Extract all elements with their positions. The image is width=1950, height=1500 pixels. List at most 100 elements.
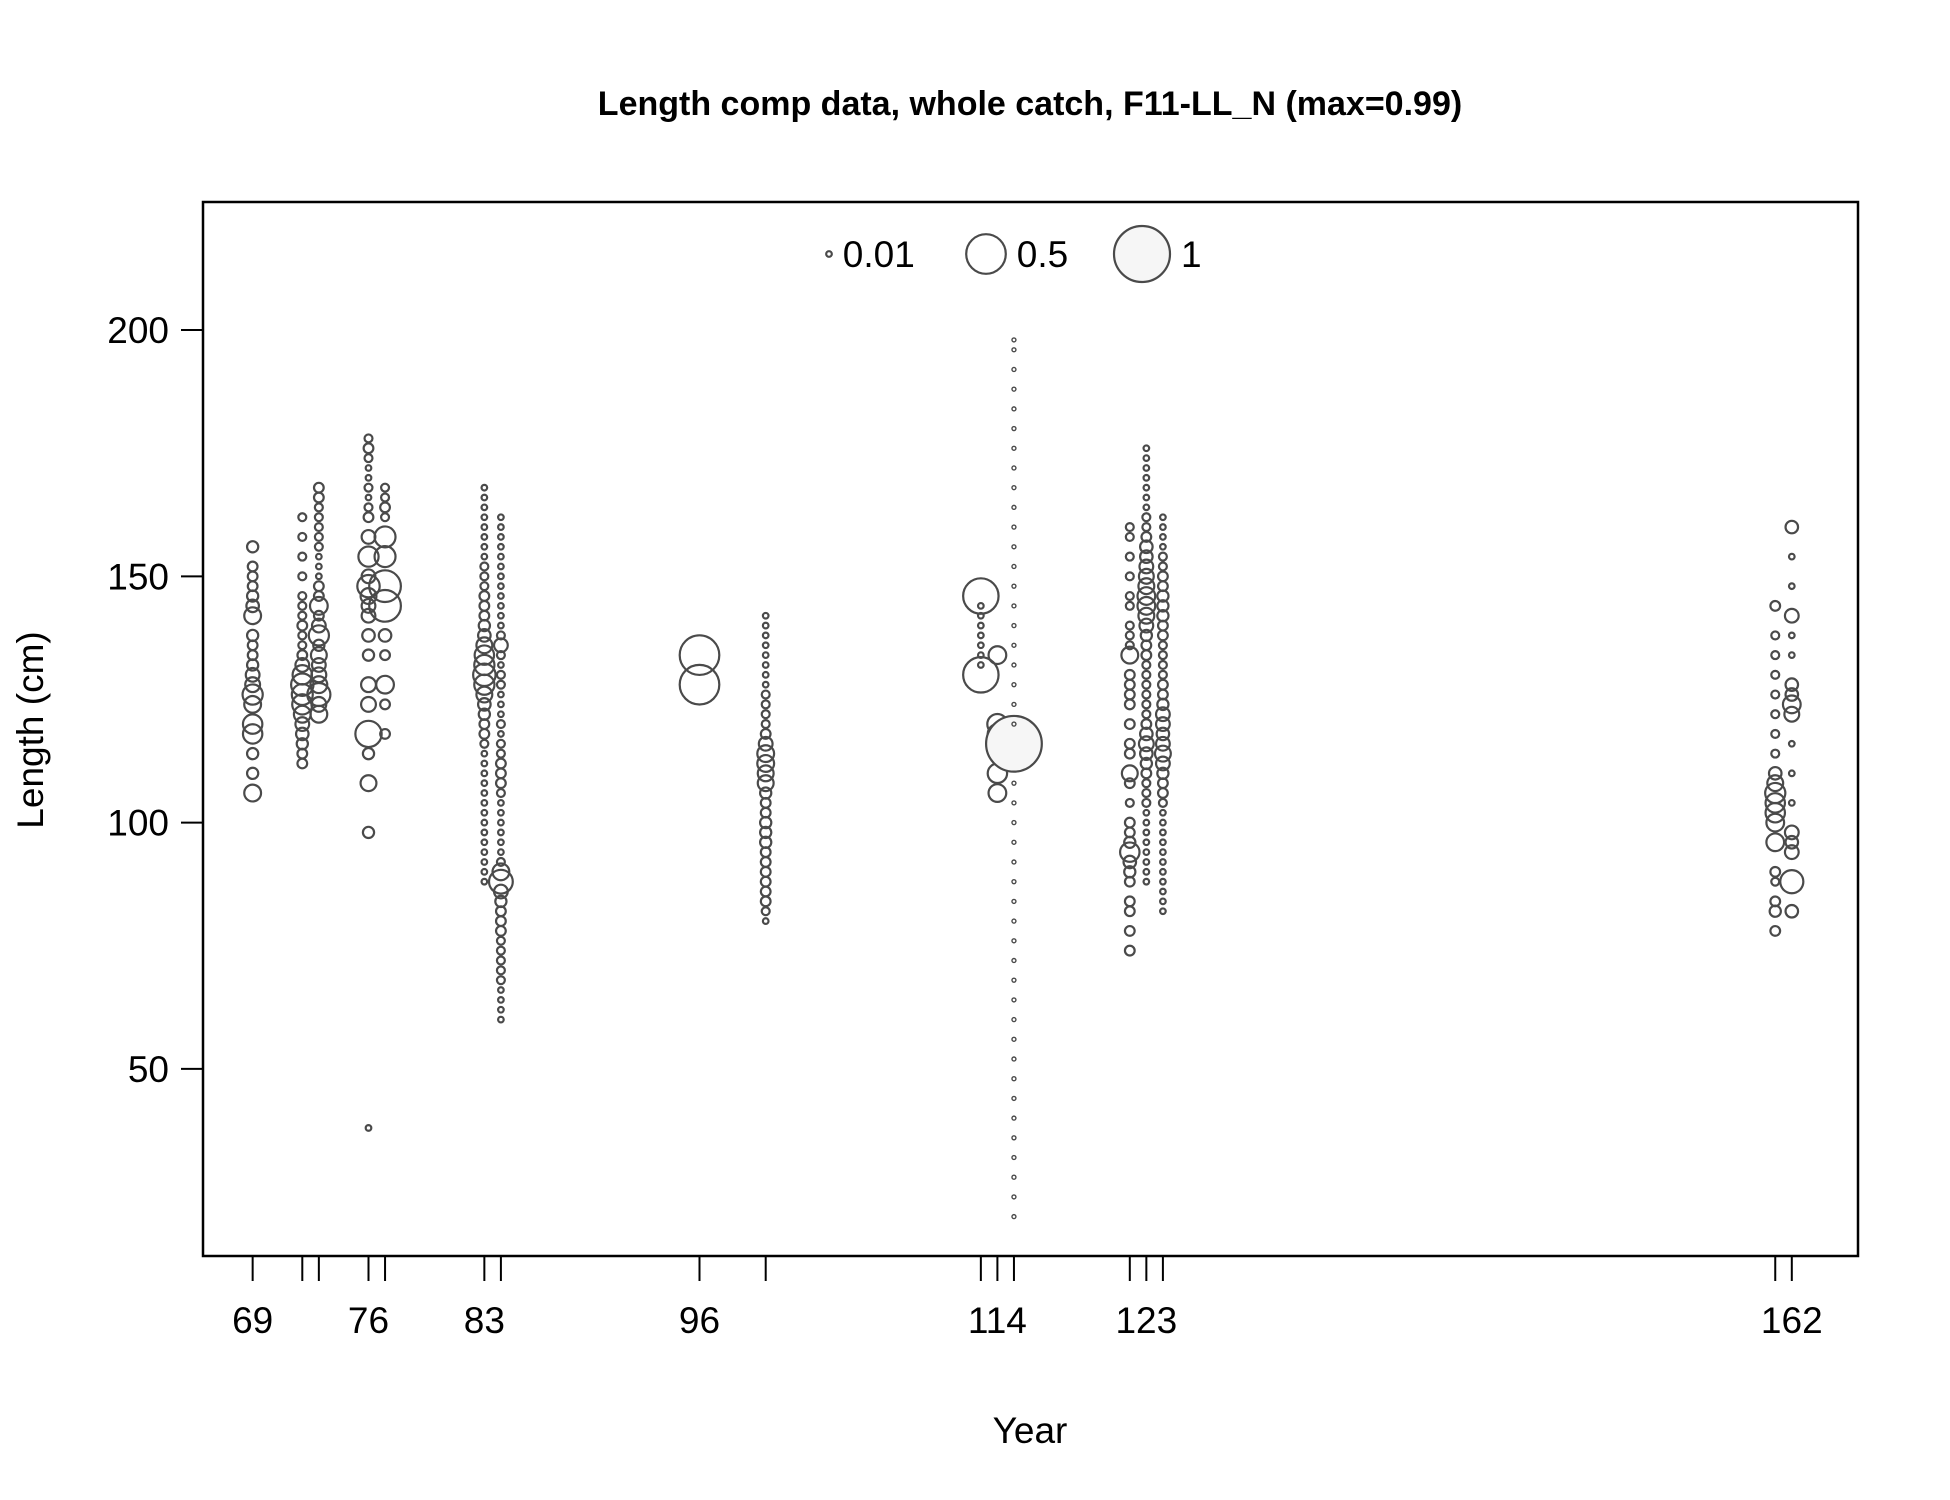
bubble	[1787, 631, 1796, 640]
bubble	[761, 680, 770, 689]
bubble	[312, 481, 325, 494]
bubble	[1011, 1056, 1017, 1062]
bubble	[1783, 607, 1800, 624]
bubble	[1142, 493, 1151, 502]
bubble	[1783, 705, 1801, 723]
bubble	[241, 713, 264, 735]
bubble	[361, 648, 376, 662]
bubble	[297, 551, 308, 562]
bubble	[497, 562, 505, 571]
bubble	[1141, 659, 1152, 671]
bubble	[480, 759, 489, 768]
bubble	[1011, 701, 1017, 708]
bubble	[761, 670, 770, 679]
bubble	[1142, 858, 1151, 866]
bubble	[1011, 1194, 1017, 1200]
bubble	[1137, 567, 1155, 585]
bubble	[494, 767, 507, 780]
bubble	[495, 679, 506, 690]
bubble	[1011, 366, 1017, 373]
bubble	[1011, 524, 1017, 530]
bubble	[1787, 582, 1796, 591]
bubble	[1124, 571, 1135, 582]
bubble	[1011, 1036, 1017, 1042]
bubble	[1142, 818, 1151, 827]
x-tick-label: 162	[1761, 1300, 1823, 1341]
bubble	[1123, 865, 1137, 879]
bubble	[1142, 838, 1151, 847]
bubble	[976, 651, 985, 660]
legend-label: 0.01	[843, 234, 915, 275]
bubble	[1142, 483, 1151, 492]
bubble	[759, 875, 772, 888]
bubble	[360, 597, 377, 614]
bubble	[357, 545, 380, 568]
bubble	[1011, 583, 1017, 589]
bubble	[1141, 512, 1152, 523]
bubble	[1124, 551, 1135, 562]
bubble	[359, 676, 378, 694]
bubble	[1158, 828, 1167, 837]
bubble	[1137, 577, 1156, 596]
bubble	[1154, 755, 1171, 772]
bubble	[759, 885, 772, 898]
bubble	[984, 714, 1043, 773]
bubble	[678, 634, 721, 677]
bubble	[1123, 895, 1136, 908]
bubble	[1123, 718, 1136, 731]
bubble	[1123, 905, 1136, 918]
bubble	[1158, 858, 1167, 866]
bubble	[761, 917, 770, 925]
bubble	[1764, 792, 1787, 814]
bubble	[1769, 895, 1782, 908]
bubble	[1138, 726, 1154, 742]
bubble	[1153, 744, 1172, 763]
bubble	[480, 493, 489, 502]
bubble	[1124, 600, 1135, 611]
bubble	[473, 644, 496, 666]
bubble	[1157, 561, 1168, 572]
x-tick-label: 83	[464, 1300, 505, 1341]
bubble	[1141, 709, 1152, 720]
bubble	[1142, 828, 1151, 837]
bubble	[480, 789, 489, 797]
bubble	[1136, 595, 1157, 616]
x-tick-label: 69	[232, 1300, 273, 1341]
bubble	[309, 675, 329, 695]
bubble	[759, 825, 773, 840]
bubble	[1154, 706, 1171, 723]
bubble	[760, 699, 771, 710]
bubble	[245, 628, 260, 643]
bubble	[245, 766, 260, 781]
bubble	[497, 601, 505, 610]
bubble	[480, 848, 489, 857]
bubble	[379, 727, 391, 740]
bubble	[1770, 689, 1781, 700]
bubble	[1138, 539, 1154, 555]
bubble	[1141, 522, 1152, 533]
bubble	[761, 661, 770, 669]
bubble	[246, 570, 259, 583]
bubble	[294, 716, 311, 733]
bubble	[1141, 787, 1152, 799]
bubble-layer	[241, 337, 1805, 1220]
bubble	[497, 611, 505, 620]
bubble	[1011, 406, 1017, 412]
bubble	[760, 709, 771, 720]
bubble	[678, 663, 721, 706]
bubble	[494, 924, 507, 937]
bubble	[761, 621, 770, 630]
bubble	[495, 787, 506, 799]
bubble	[497, 523, 505, 531]
bubble	[364, 473, 373, 482]
bubble	[495, 748, 506, 759]
bubble	[1156, 678, 1169, 691]
bubble	[1011, 681, 1017, 688]
bubble	[1158, 542, 1167, 551]
bubble	[294, 657, 311, 673]
bubble	[361, 628, 376, 643]
bubble	[1122, 854, 1138, 870]
bubble	[1011, 800, 1017, 806]
bubble	[494, 915, 507, 928]
bubble	[1124, 620, 1135, 631]
